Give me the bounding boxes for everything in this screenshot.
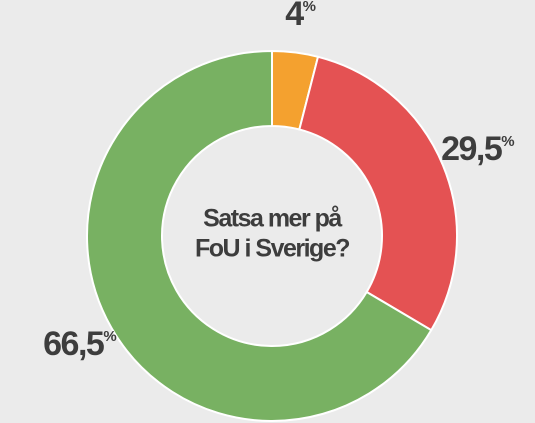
data-label: 66,5% [43, 325, 116, 363]
slices [86, 49, 458, 422]
data-label-value: 29,5 [441, 130, 502, 168]
slice [298, 55, 458, 332]
slice [86, 49, 433, 422]
data-label-value: 4 [285, 0, 304, 33]
data-label-value: 66,5 [43, 325, 104, 363]
center-text: FoU i Sverige? [195, 235, 349, 263]
data-label-unit: % [103, 328, 116, 345]
data-label-unit: % [303, 0, 316, 15]
data-label: 29,5% [441, 130, 514, 168]
center-text: Satsa mer på [203, 205, 342, 233]
data-label-unit: % [501, 133, 514, 150]
data-label: 4% [285, 0, 315, 33]
